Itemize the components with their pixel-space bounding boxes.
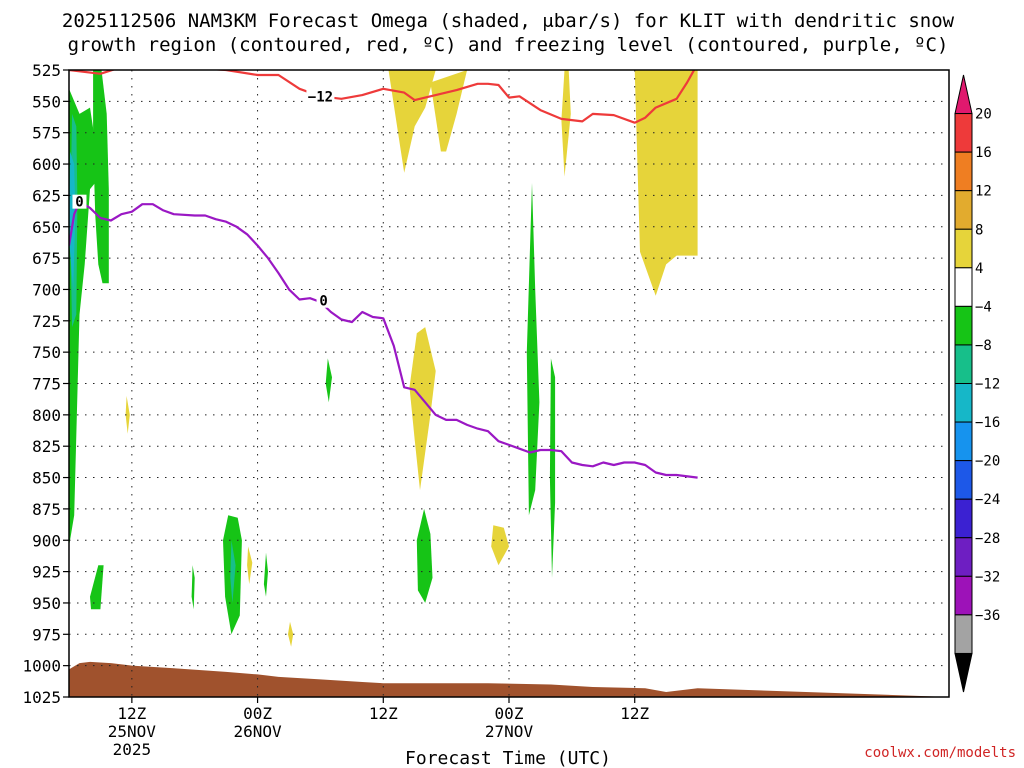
- omega-region-20: [230, 540, 236, 603]
- y-tick-label: 950: [32, 594, 61, 613]
- colorbar-swatch: [954, 190, 973, 230]
- colorbar-label: −28: [975, 531, 1000, 547]
- colorbar-label: −36: [975, 608, 1000, 624]
- colorbar-label: −32: [975, 569, 1000, 585]
- colorbar-swatch: [954, 652, 973, 693]
- omega-region-8: [288, 621, 294, 647]
- x-tick-label: 27NOV: [485, 722, 534, 741]
- colorbar-label: 12: [975, 184, 992, 200]
- contour-line-1: [69, 200, 698, 479]
- omega-region-2: [561, 70, 571, 177]
- contour-label-bg: [316, 293, 331, 308]
- omega-region-18: [549, 358, 556, 578]
- credit-text: coolwx.com/modelts: [864, 745, 1016, 761]
- contour-label: −12: [308, 89, 333, 105]
- plot-area: −12 0 0: [68, 69, 950, 698]
- omega-region-12: [90, 565, 104, 610]
- colorbar-swatch: [954, 228, 973, 269]
- x-tick-label: 26NOV: [233, 722, 282, 741]
- y-tick-label: 1025: [22, 688, 61, 707]
- omega-region-3: [634, 70, 698, 296]
- colorbar-swatch: [954, 614, 973, 654]
- contour-label-bg: [306, 89, 335, 104]
- omega-region-13: [191, 565, 195, 610]
- x-tick-label: 00Z: [495, 704, 524, 723]
- colorbar-label: −4: [975, 299, 992, 315]
- colorbar-label: −12: [975, 377, 1000, 393]
- x-tick-label: 12Z: [620, 704, 649, 723]
- y-tick-label: 575: [32, 124, 61, 143]
- chart-title-line2: growth region (contoured, red, ºC) and f…: [68, 34, 949, 56]
- chart-title-line1: 2025112506 NAM3KM Forecast Omega (shaded…: [62, 10, 955, 32]
- colorbar-label: −24: [975, 492, 1000, 508]
- y-tick-label: 675: [32, 249, 61, 268]
- y-tick-label: 800: [32, 406, 61, 425]
- y-tick-label: 775: [32, 375, 61, 394]
- omega-region-0: [388, 70, 436, 173]
- colorbar-swatch: [954, 383, 973, 423]
- x-tick-label: 25NOV: [108, 722, 157, 741]
- colorbar-swatch: [954, 267, 973, 307]
- y-tick-label: 825: [32, 437, 61, 456]
- y-tick-label: 625: [32, 186, 61, 205]
- contours: −12 0 0: [69, 70, 698, 479]
- colorbar-swatch: [954, 151, 973, 192]
- colorbar-legend: 20 16 12 8 4 −4 −8 −12 −16 −20 −24 −28 −32 −36: [954, 74, 1000, 693]
- colorbar-label: −16: [975, 415, 1000, 431]
- terrain-layer: [69, 661, 949, 697]
- colorbar-swatch: [954, 537, 973, 577]
- colorbar-swatch: [954, 305, 973, 346]
- y-axis: 525 550 575 600 625 650 675 700 725 750 775 800 825 8…: [22, 61, 69, 707]
- colorbar-swatch: [954, 575, 973, 616]
- colorbar-label: −20: [975, 454, 1000, 470]
- y-tick-label: 650: [32, 218, 61, 237]
- y-tick-label: 900: [32, 531, 61, 550]
- omega-region-16: [416, 508, 433, 603]
- y-tick-label: 875: [32, 500, 61, 519]
- x-axis-label: Forecast Time (UTC): [405, 748, 611, 768]
- y-tick-label: 550: [32, 92, 61, 111]
- colorbar-label: 4: [975, 261, 983, 277]
- contour-label: 0: [319, 294, 327, 310]
- contour-line-0: [69, 70, 696, 124]
- colorbar-label: 16: [975, 145, 992, 161]
- colorbar-label: 8: [975, 222, 983, 238]
- omega-region-14: [263, 552, 268, 597]
- omega-region-6: [125, 396, 130, 434]
- y-tick-label: 975: [32, 625, 61, 644]
- y-tick-label: 850: [32, 469, 61, 488]
- x-tick-label: 12Z: [369, 704, 398, 723]
- x-tick-label: 2025: [113, 740, 152, 759]
- terrain-surface: [69, 661, 949, 697]
- omega-region-4: [409, 327, 436, 491]
- omega-region-10: [93, 70, 109, 284]
- y-tick-label: 700: [32, 280, 61, 299]
- y-tick-label: 750: [32, 343, 61, 362]
- y-tick-label: 1000: [22, 657, 61, 676]
- colorbar-swatch: [954, 74, 973, 115]
- y-tick-label: 725: [32, 312, 61, 331]
- contour-label: 0: [75, 195, 83, 211]
- x-tick-label: 12Z: [117, 704, 146, 723]
- colorbar-swatch: [954, 113, 973, 153]
- colorbar-swatch: [954, 421, 973, 462]
- omega-region-5: [491, 525, 509, 566]
- omega-region-17: [526, 182, 540, 516]
- omega-region-15: [325, 358, 332, 403]
- colorbar-swatch: [954, 344, 973, 384]
- y-tick-label: 925: [32, 563, 61, 582]
- colorbar-swatch: [954, 460, 973, 500]
- y-tick-label: 600: [32, 155, 61, 174]
- x-tick-label: 00Z: [243, 704, 272, 723]
- y-tick-label: 525: [32, 61, 61, 80]
- colorbar-label: 20: [975, 107, 992, 123]
- contour-label-bg: [72, 194, 87, 209]
- omega-region-7: [247, 546, 253, 585]
- colorbar-label: −8: [975, 338, 992, 354]
- colorbar-swatch: [954, 498, 973, 539]
